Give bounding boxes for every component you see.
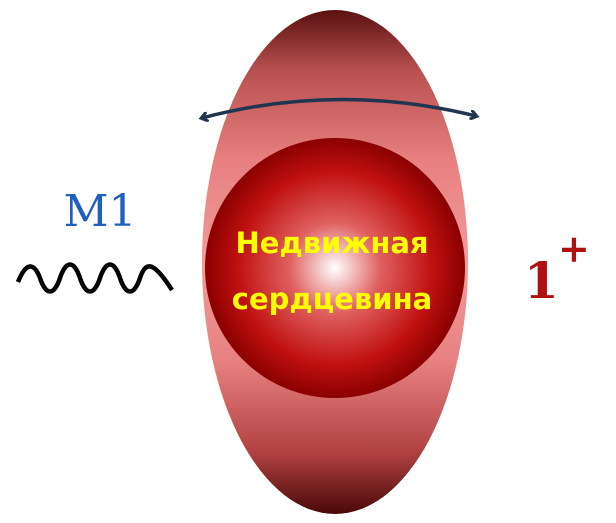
photon-wave: [15, 262, 174, 294]
core-label: Недвижная: [235, 226, 428, 260]
parity: +: [558, 226, 590, 271]
inert-core: [205, 138, 465, 398]
spin: 1: [524, 251, 559, 310]
core-label: сердцевина: [232, 282, 432, 316]
transition-label: M1: [63, 186, 136, 237]
rotation-arrow: [202, 97, 476, 118]
